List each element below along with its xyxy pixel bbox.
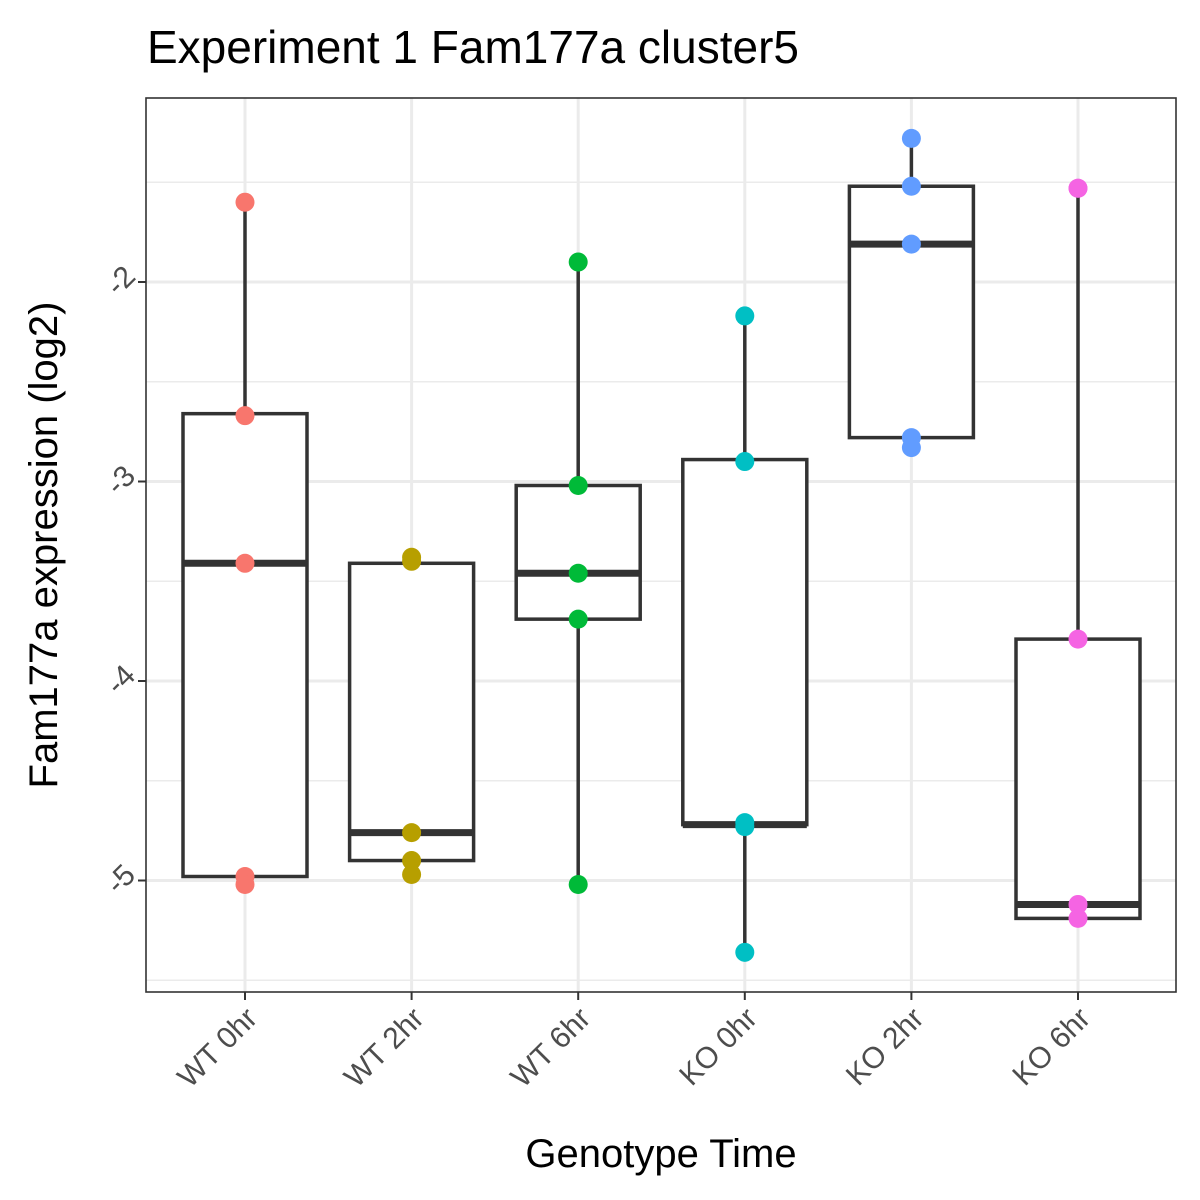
data-point (1068, 908, 1088, 928)
data-point (568, 609, 588, 629)
data-point (735, 942, 755, 962)
box-iqr (514, 483, 642, 621)
data-point (735, 817, 755, 837)
x-tick-label: WT 6hr (505, 1002, 597, 1094)
data-point (402, 551, 422, 571)
data-point (901, 128, 921, 148)
data-point (735, 306, 755, 326)
box-iqr (181, 411, 309, 879)
data-point (568, 475, 588, 495)
data-point (1068, 178, 1088, 198)
y-tick-label: -3 (100, 459, 142, 501)
y-axis-title: Fam177a expression (log2) (22, 302, 66, 789)
box-plots (181, 138, 1142, 953)
data-point (568, 252, 588, 272)
box-iqr (1014, 637, 1142, 921)
data-point (1068, 629, 1088, 649)
data-point (568, 874, 588, 894)
data-point (735, 452, 755, 472)
data-point (235, 553, 255, 573)
x-axis-title: Genotype Time (525, 1132, 796, 1176)
data-point (901, 234, 921, 254)
x-tick-label: KO 0hr (673, 1002, 764, 1093)
chart-title: Experiment 1 Fam177a cluster5 (147, 21, 799, 73)
y-tick-label: -4 (100, 659, 142, 701)
data-point (235, 406, 255, 426)
x-tick-label: KO 2hr (840, 1002, 931, 1093)
data-point (901, 438, 921, 458)
data-point (568, 563, 588, 583)
y-tick-label: -2 (100, 260, 142, 302)
box-iqr (347, 561, 476, 863)
data-point (402, 865, 422, 885)
x-tick-label: KO 6hr (1006, 1002, 1097, 1093)
box-iqr (681, 457, 809, 827)
data-point (901, 176, 921, 196)
data-point (402, 851, 422, 871)
x-tick-label: WT 0hr (171, 1002, 263, 1094)
plot-panel-border (145, 97, 1177, 993)
data-point (235, 874, 255, 894)
data-points (235, 128, 1088, 962)
x-tick-label: WT 2hr (338, 1002, 430, 1094)
data-point (1068, 894, 1088, 914)
data-point (402, 823, 422, 843)
box-iqr (847, 184, 976, 440)
data-point (235, 192, 255, 212)
y-tick-label: -5 (100, 858, 142, 900)
axis-ticks (138, 281, 1079, 1000)
